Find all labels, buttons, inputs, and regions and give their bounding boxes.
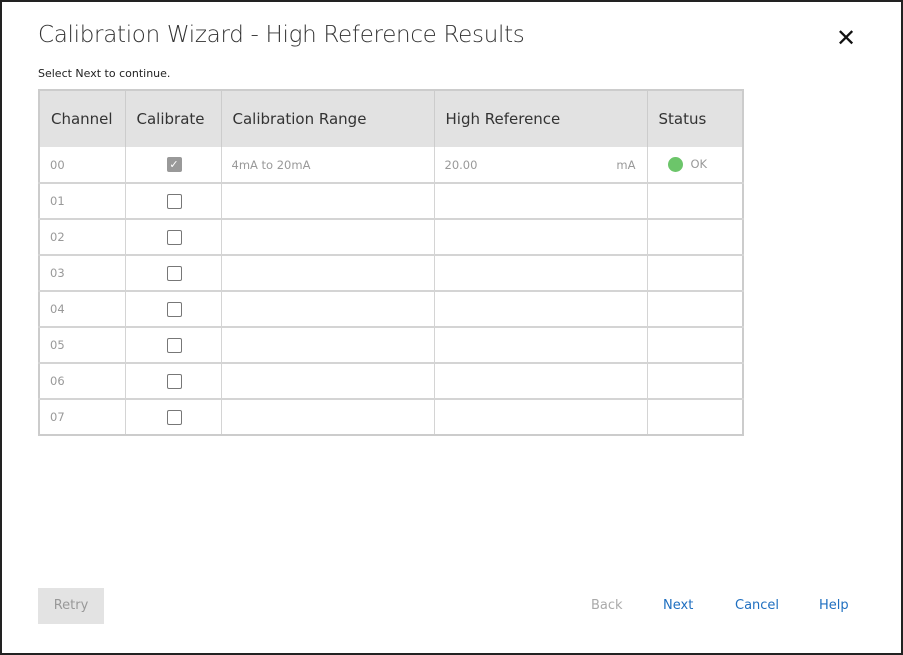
back-button[interactable]: Back [591, 598, 623, 613]
range-cell [221, 183, 435, 220]
table-row: 03 [39, 255, 743, 292]
range-cell [221, 363, 435, 400]
table-row: 02 [39, 219, 743, 256]
calibrate-cell [125, 183, 222, 220]
channel-cell: 02 [39, 219, 126, 256]
table-row: 06 [39, 363, 743, 400]
calibrate-checkbox[interactable] [166, 265, 182, 281]
status-cell [647, 183, 743, 220]
calibrate-checkbox[interactable] [166, 337, 182, 353]
close-icon[interactable]: ✕ [836, 24, 857, 52]
channels-table: Channel Calibrate Calibration Range High… [38, 89, 744, 436]
status-text: OK [690, 157, 708, 171]
header-calibration-range: Calibration Range [221, 90, 435, 147]
range-cell [221, 291, 435, 328]
table-row: 00 ✓ 4mA to 20mA 20.00 mA OK [39, 147, 743, 184]
cancel-button[interactable]: Cancel [735, 598, 780, 613]
range-cell [221, 399, 435, 435]
calibrate-checkbox[interactable] [166, 409, 182, 425]
channel-cell: 04 [39, 291, 126, 328]
status-cell: OK [647, 147, 743, 184]
table-row: 05 [39, 327, 743, 364]
calibrate-checkbox[interactable]: ✓ [166, 157, 182, 172]
status-cell [647, 327, 743, 364]
status-cell [647, 399, 743, 435]
high-reference-value: 20.00 [444, 157, 478, 172]
high-reference-cell [434, 399, 648, 435]
range-cell [221, 255, 435, 292]
next-button[interactable]: Next [663, 598, 694, 613]
status-ok-icon [667, 157, 683, 172]
channel-cell: 06 [39, 363, 126, 400]
high-reference-cell [434, 291, 648, 328]
table-row: 01 [39, 183, 743, 220]
calibrate-cell [125, 399, 222, 435]
high-reference-cell: 20.00 mA [434, 147, 648, 184]
range-cell [221, 327, 435, 364]
high-reference-cell [434, 363, 648, 400]
help-button[interactable]: Help [819, 598, 849, 613]
calibrate-checkbox[interactable] [166, 193, 182, 209]
calibrate-cell [125, 255, 222, 292]
instruction-text: Select Next to continue. [38, 67, 171, 80]
channel-cell: 07 [39, 399, 126, 435]
range-cell: 4mA to 20mA [221, 147, 435, 184]
high-reference-cell [434, 183, 648, 220]
table-row: 04 [39, 291, 743, 328]
calibrate-cell [125, 291, 222, 328]
range-cell [221, 219, 435, 256]
calibrate-checkbox[interactable] [166, 373, 182, 389]
calibrate-cell [125, 327, 222, 364]
retry-button[interactable]: Retry [38, 588, 104, 624]
high-reference-cell [434, 327, 648, 364]
header-calibrate: Calibrate [125, 90, 222, 147]
channel-cell: 05 [39, 327, 126, 364]
calibrate-cell: ✓ [125, 147, 222, 184]
status-cell [647, 219, 743, 256]
table-row: 07 [39, 399, 743, 435]
calibrate-cell [125, 219, 222, 256]
status-cell [647, 255, 743, 292]
calibrate-checkbox[interactable] [166, 301, 182, 317]
channel-cell: 01 [39, 183, 126, 220]
high-reference-cell [434, 255, 648, 292]
calibrate-cell [125, 363, 222, 400]
status-cell [647, 363, 743, 400]
unit-label: mA [616, 158, 636, 172]
channel-cell: 03 [39, 255, 126, 292]
header-channel: Channel [39, 90, 126, 147]
dialog-title: Calibration Wizard - High Reference Resu… [38, 22, 525, 48]
high-reference-cell [434, 219, 648, 256]
calibrate-checkbox[interactable] [166, 229, 182, 245]
header-high-reference: High Reference [434, 90, 648, 147]
header-status: Status [647, 90, 743, 147]
channel-cell: 00 [39, 147, 126, 184]
status-cell [647, 291, 743, 328]
